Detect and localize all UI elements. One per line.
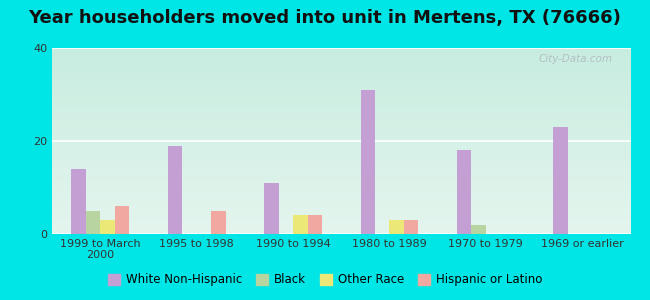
Bar [168,146,182,234]
Text: City-Data.com: City-Data.com [539,54,613,64]
Bar [361,90,375,234]
Legend: White Non-Hispanic, Black, Other Race, Hispanic or Latino: White Non-Hispanic, Black, Other Race, H… [103,269,547,291]
Bar [457,150,471,234]
Text: Year householders moved into unit in Mertens, TX (76666): Year householders moved into unit in Mer… [29,9,621,27]
Bar [389,220,404,234]
Bar [86,211,100,234]
Bar [404,220,419,234]
Bar [264,183,279,234]
Bar [72,169,86,234]
Bar [553,127,568,234]
Bar [211,211,226,234]
Bar [114,206,129,234]
Bar [307,215,322,234]
Bar [471,225,486,234]
Bar [293,215,307,234]
Bar [100,220,114,234]
